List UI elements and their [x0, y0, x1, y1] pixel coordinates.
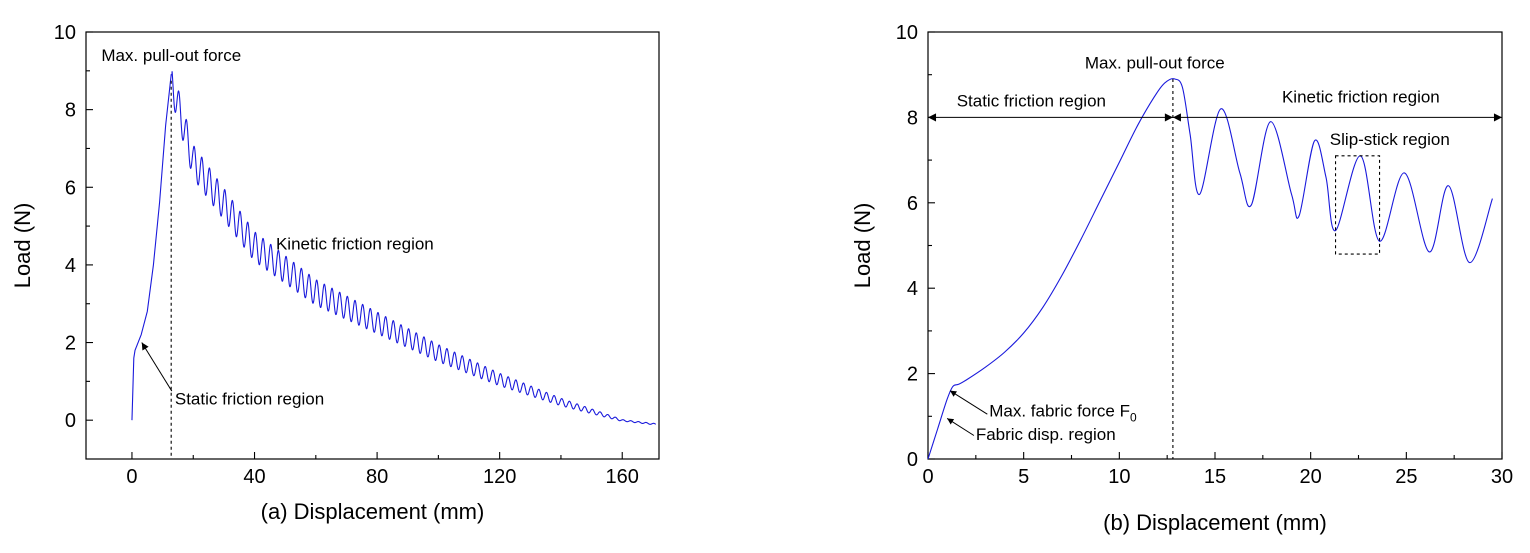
y-tick-label: 4 [65, 255, 76, 277]
chart-a-annotation-static: Static friction region [175, 390, 324, 409]
y-tick-label: 10 [54, 22, 76, 44]
x-tick-label: 30 [1491, 466, 1513, 488]
chart-a-y-tick-labels: 0 2 4 6 8 10 [54, 22, 76, 432]
chart-b-annotation-fabric-disp: Fabric disp. region [976, 425, 1116, 444]
chart-b-slip-stick-box [1334, 155, 1381, 255]
y-tick-label: 0 [907, 449, 918, 471]
x-tick-label: 80 [366, 466, 388, 488]
chart-a-x-tick-labels: 0 40 80 120 160 [126, 466, 639, 488]
y-tick-label: 6 [907, 193, 918, 215]
chart-b-annotation-slip-stick: Slip-stick region [1330, 130, 1450, 149]
y-tick-label: 2 [65, 333, 76, 355]
chart-a-y-axis-label: Load (N) [10, 203, 35, 289]
chart-a-annotation-max-pull-out: Max. pull-out force [101, 46, 241, 65]
chart-b-y-tick-labels: 0 2 4 6 8 10 [896, 22, 918, 471]
chart-b: 0 5 10 15 20 25 30 0 2 4 6 8 10 Max. pull-out force… [850, 22, 1513, 535]
x-tick-label: 160 [606, 466, 639, 488]
chart-a-x-axis-label: (a) Displacement (mm) [261, 499, 485, 524]
y-tick-label: 0 [65, 410, 76, 432]
x-tick-label: 15 [1204, 466, 1226, 488]
chart-b-annotation-kinetic: Kinetic friction region [1282, 87, 1440, 106]
chart-b-region-arrows [928, 113, 1502, 122]
y-tick-label: 2 [907, 364, 918, 386]
x-tick-label: 40 [243, 466, 265, 488]
chart-a-plot-frame [85, 31, 660, 460]
arrow-head [950, 390, 957, 397]
arrow-head [1493, 113, 1502, 122]
chart-b-annotation-max-fabric-force: Max. fabric force F0 [989, 401, 1137, 424]
x-tick-label: 20 [1300, 466, 1322, 488]
arrow-head [947, 418, 955, 425]
y-tick-label: 6 [65, 177, 76, 199]
y-tick-label: 8 [65, 100, 76, 122]
chart-b-x-axis-label: (b) Displacement (mm) [1103, 510, 1327, 535]
max-fabric-force-subscript: 0 [1130, 410, 1137, 424]
x-tick-label: 0 [126, 466, 137, 488]
chart-b-annotation-static: Static friction region [957, 92, 1106, 111]
chart-a-ticks [86, 31, 623, 459]
chart-b-x-tick-labels: 0 5 10 15 20 25 30 [922, 466, 1513, 488]
arrow-head [1164, 113, 1173, 122]
chart-b-series-line [927, 78, 1493, 460]
arrow-shaft [141, 342, 173, 392]
y-tick-label: 4 [907, 278, 918, 300]
x-tick-label: 0 [922, 466, 933, 488]
x-tick-label: 10 [1108, 466, 1130, 488]
chart-b-annotation-max-pull-out: Max. pull-out force [1085, 53, 1225, 72]
arrow-head [141, 342, 149, 351]
x-tick-label: 5 [1018, 466, 1029, 488]
chart-a-annotation-kinetic: Kinetic friction region [276, 234, 434, 253]
chart-b-y-axis-label: Load (N) [850, 203, 875, 289]
max-fabric-force-text: Max. fabric force F [989, 401, 1130, 420]
fabric-force-arrow [949, 390, 988, 415]
y-tick-label: 8 [907, 107, 918, 129]
arrow-head [1172, 113, 1181, 122]
chart-b-fabric-arrows [946, 390, 988, 436]
arrow-head [928, 113, 937, 122]
chart-a-series-line [131, 71, 657, 425]
chart-a-static-arrow [141, 342, 173, 392]
x-tick-label: 120 [483, 466, 516, 488]
x-tick-label: 25 [1395, 466, 1417, 488]
y-tick-label: 10 [896, 22, 918, 44]
